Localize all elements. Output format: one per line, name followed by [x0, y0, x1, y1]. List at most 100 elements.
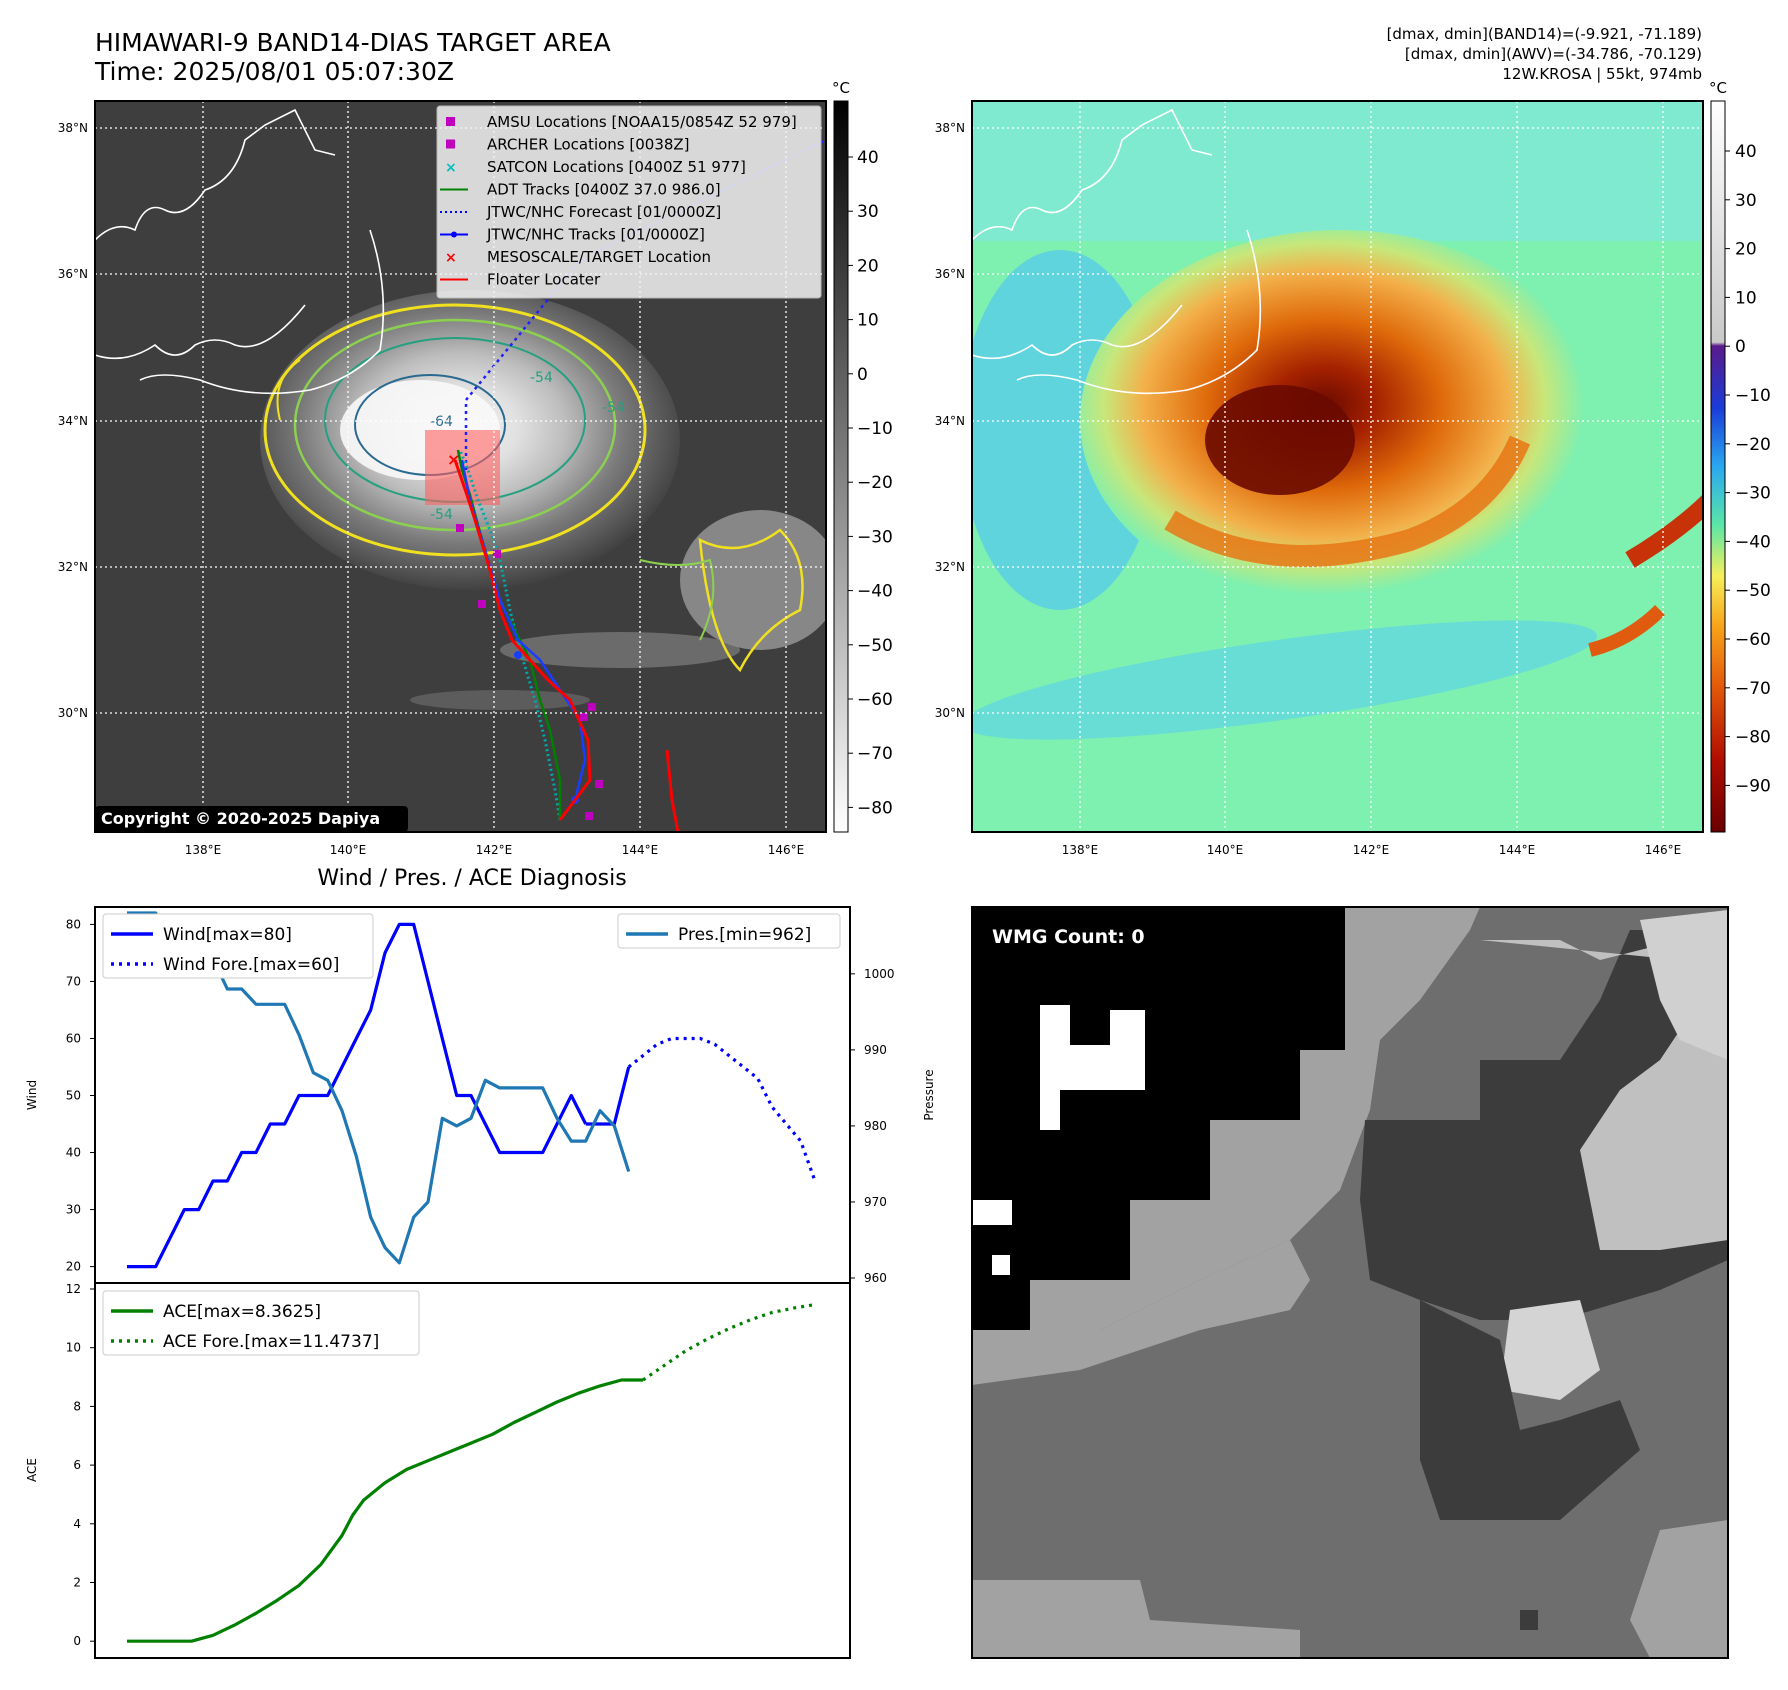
y-tick-label: 6	[73, 1458, 81, 1472]
ir-colorbar-tick: −60	[857, 690, 893, 710]
ir-colorbar-tick: 30	[857, 202, 879, 222]
awv-colorbar-tick: −10	[1735, 386, 1771, 406]
awv-colorbar-tick: −30	[1735, 484, 1771, 504]
y-tick-label: 20	[66, 1260, 81, 1274]
y-tick-label: 4	[73, 1517, 81, 1531]
wmg-count-label: WMG Count: 0	[992, 926, 1145, 948]
y-tick-label: 0	[73, 1634, 81, 1648]
map-legend-label: SATCON Locations [0400Z 51 977]	[487, 158, 746, 176]
legend-label: Wind Fore.[max=60]	[163, 955, 339, 975]
figure-title: HIMAWARI-9 BAND14-DIAS TARGET AREA	[95, 28, 611, 57]
ir-colorbar-tick: −70	[857, 744, 893, 764]
contour-label-54c: -54	[602, 400, 625, 416]
ir-colorbar-tick: −50	[857, 636, 893, 656]
awv-lon-labels: 138°E 140°E 142°E 144°E 146°E	[1062, 843, 1682, 857]
y2-tick-label: 1000	[864, 967, 895, 981]
svg-text:140°E: 140°E	[1207, 843, 1244, 857]
map-legend-entry: AMSU Locations [NOAA15/0854Z 52 979]	[446, 113, 797, 131]
y2-tick-label: 980	[864, 1119, 887, 1133]
map-legend-label: JTWC/NHC Tracks [01/0000Z]	[486, 226, 705, 244]
ir-colorbar	[833, 100, 849, 833]
contour-label-64: -64	[430, 414, 453, 430]
awv-colorbar-tick: 10	[1735, 288, 1757, 308]
coastline-honshu-north	[95, 108, 336, 241]
y-tick-label: 10	[66, 1341, 81, 1355]
y-tick-label: 12	[66, 1282, 81, 1296]
awv-colorbar-tick: 30	[1735, 191, 1757, 211]
copyright-text: Copyright © 2020-2025 Dapiya	[101, 809, 380, 828]
jtwc-forecast-track	[464, 138, 826, 470]
svg-text:38°N: 38°N	[58, 121, 88, 135]
storm-info: 12W.KROSA | 55kt, 974mb	[1502, 65, 1702, 83]
awv-colorbar-tick: 0	[1735, 337, 1746, 357]
map-legend-label: Floater Locater	[487, 271, 601, 289]
awv-colorbar-unit: °C	[1709, 79, 1727, 97]
ir-map-frame	[94, 100, 827, 833]
contour-yellow	[263, 303, 647, 557]
svg-text:30°N: 30°N	[935, 706, 965, 720]
awv-colorbar-tick: 40	[1735, 142, 1757, 162]
floater-track	[453, 459, 592, 821]
svg-text:30°N: 30°N	[58, 706, 88, 720]
awv-colorbar-tick: −20	[1735, 435, 1771, 455]
diagnosis-chart-layer: 20 30 40 50 60 70 80 960 970 980 990 1000 0 2 4 6 8 10 12	[66, 911, 895, 1648]
wmg-white-region	[1040, 1005, 1145, 1130]
map-legend-entry: ADT Tracks [0400Z 37.0 986.0]	[440, 181, 721, 199]
legend-label: ACE Fore.[max=11.4737]	[163, 1332, 379, 1352]
map-legend-entry: JTWC/NHC Forecast [01/0000Z]	[440, 203, 721, 221]
map-legend-entry: × MESOSCALE/TARGET Location	[445, 248, 711, 266]
svg-text:146°E: 146°E	[768, 843, 805, 857]
ir-colorbar-tick: 10	[857, 311, 879, 331]
map-legend-label: MESOSCALE/TARGET Location	[487, 248, 711, 266]
legend-label: Wind[max=80]	[163, 925, 292, 945]
copyright-box	[95, 806, 408, 832]
y-tick-label: 40	[66, 1146, 81, 1160]
wmg-frame	[971, 906, 1729, 1659]
ir-colorbar-unit: °C	[832, 79, 850, 97]
contour-label-54a: -54	[430, 507, 453, 523]
ir-colorbar-tick: 0	[857, 365, 868, 385]
y-tick-label: 70	[66, 974, 81, 988]
coastline-tokai	[95, 304, 306, 360]
contour-lightgreen	[293, 318, 617, 532]
ir-lon-labels: 138°E 140°E 142°E 144°E 146°E	[185, 843, 805, 857]
ir-colorbar-tick: −80	[857, 798, 893, 818]
ir-colorbar-tick: 40	[857, 148, 879, 168]
awv-colorbar-ticks: 40 30 20 10 0 −10 −20 −30 −40 −50 −60 −70 −80 −90	[1725, 142, 1771, 796]
svg-text:36°N: 36°N	[58, 267, 88, 281]
svg-text:138°E: 138°E	[185, 843, 222, 857]
svg-text:144°E: 144°E	[622, 843, 659, 857]
awv-colorbar-tick: 20	[1735, 240, 1757, 260]
figure-time: Time: 2025/08/01 05:07:30Z	[94, 57, 454, 86]
awv-colorbar-tick: −70	[1735, 679, 1771, 699]
series-line-0-1	[627, 1036, 817, 1182]
svg-text:142°E: 142°E	[476, 843, 513, 857]
svg-text:34°N: 34°N	[935, 414, 965, 428]
y-tick-label: 30	[66, 1203, 81, 1217]
ir-colorbar-tick: −40	[857, 582, 893, 602]
chart-legend-box	[617, 913, 841, 949]
satcon-track	[458, 449, 562, 821]
contour-label-54b: -54	[530, 370, 553, 386]
awv-colorbar-tick: −40	[1735, 532, 1771, 552]
wmg-panel: WMG Count: 0	[971, 906, 1729, 1659]
y2-tick-label: 990	[864, 1043, 887, 1057]
map-legend-label: ADT Tracks [0400Z 37.0 986.0]	[487, 181, 721, 199]
svg-text:138°E: 138°E	[1062, 843, 1099, 857]
svg-text:32°N: 32°N	[935, 560, 965, 574]
map-legend-entry: × SATCON Locations [0400Z 51 977]	[445, 158, 746, 176]
awv-lat-labels: 38°N 36°N 34°N 32°N 30°N	[935, 121, 965, 720]
awv-map-panel	[972, 101, 1703, 832]
series-line-2-0	[127, 1378, 643, 1643]
ir-colorbar-tick: −30	[857, 527, 893, 547]
wind-ylabel: Wind	[25, 1080, 39, 1110]
svg-text:38°N: 38°N	[935, 121, 965, 135]
pressure-ylabel: Pressure	[922, 1069, 936, 1120]
map-legend-label: AMSU Locations [NOAA15/0854Z 52 979]	[487, 113, 797, 131]
svg-text:×: ×	[445, 250, 457, 266]
target-marker: ×	[447, 450, 460, 469]
ir-colorbar-tick: 20	[857, 256, 879, 276]
svg-text:146°E: 146°E	[1645, 843, 1682, 857]
y-tick-label: 2	[73, 1575, 81, 1589]
awv-colorbar-tick: −80	[1735, 728, 1771, 748]
